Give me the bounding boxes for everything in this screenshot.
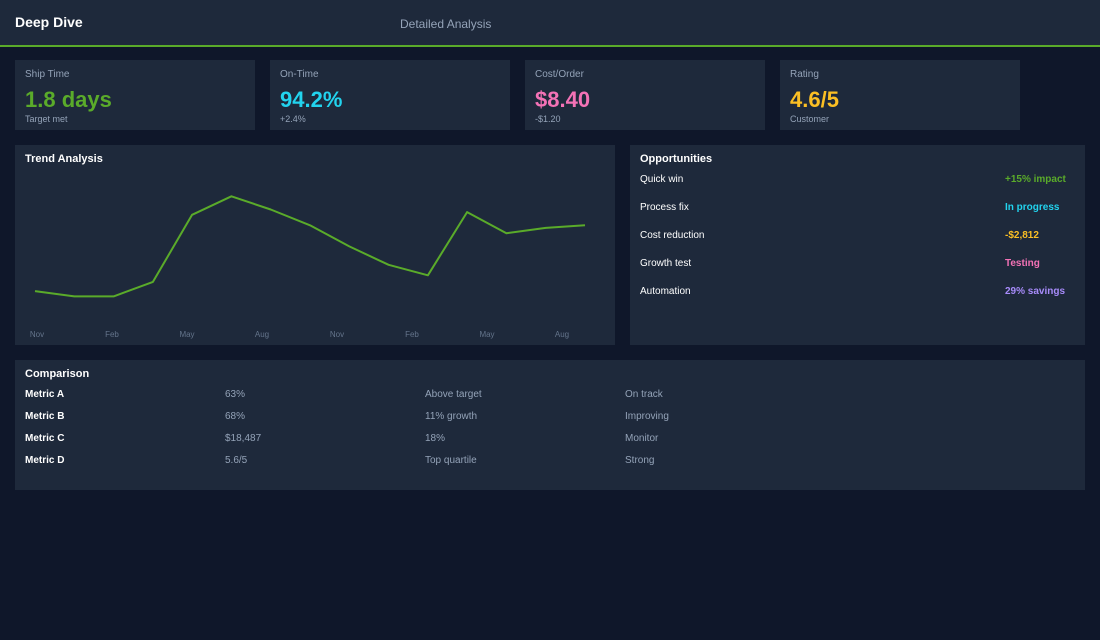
- trend-panel: Nov Feb May Aug Nov Feb May Aug Trend Analysis: [15, 145, 615, 345]
- opportunity-row: Automation 29% savings: [640, 286, 1075, 302]
- trend-series-line: [34, 195, 586, 298]
- opportunity-label: Quick win: [640, 174, 684, 185]
- table-row: Metric A 63% Above target On track: [25, 389, 1075, 405]
- kpi-card-on-time: On-Time 94.2% +2.4%: [270, 60, 510, 130]
- x-tick-label: May: [179, 330, 194, 339]
- kpi-label: Ship Time: [25, 69, 70, 80]
- metric-name: Metric C: [25, 433, 65, 444]
- metric-status: On track: [625, 389, 663, 400]
- metric-comparison: 18%: [425, 433, 446, 444]
- metric-comparison: Top quartile: [425, 455, 477, 466]
- app-title: Deep Dive: [15, 14, 83, 30]
- metric-comparison: Above target: [425, 389, 482, 400]
- kpi-subtext: Target met: [25, 114, 68, 124]
- x-tick-label: Aug: [255, 330, 269, 339]
- trend-chart: Nov Feb May Aug Nov Feb May Aug: [30, 195, 586, 339]
- kpi-subtext: -$1.20: [535, 114, 561, 124]
- opportunity-row: Growth test Testing: [640, 258, 1075, 274]
- kpi-value: $8.40: [535, 87, 591, 112]
- top-bar: Deep Dive Detailed Analysis: [0, 0, 1100, 47]
- opportunity-label: Growth test: [640, 258, 692, 269]
- x-tick-label: Nov: [30, 330, 44, 339]
- kpi-label: Rating: [790, 69, 819, 80]
- kpi-card-rating: Rating 4.6/5 Customer: [780, 60, 1020, 130]
- metric-name: Metric A: [25, 389, 65, 400]
- opportunity-value: -$2,812: [1005, 230, 1039, 241]
- opportunity-label: Cost reduction: [640, 230, 705, 241]
- trend-title: Trend Analysis: [25, 153, 103, 165]
- x-tick-label: May: [479, 330, 494, 339]
- opportunities-panel: Opportunities Quick win +15% impact Proc…: [630, 145, 1085, 345]
- kpi-subtext: Customer: [790, 114, 830, 124]
- metric-value: 63%: [225, 389, 246, 400]
- opportunity-row: Process fix In progress: [640, 202, 1075, 218]
- table-row: Metric C $18,487 18% Monitor: [25, 433, 1075, 449]
- comparison-panel: Comparison Metric A 63% Above target On …: [15, 360, 1085, 490]
- metric-value: 5.6/5: [225, 455, 248, 466]
- kpi-card-cost-order: Cost/Order $8.40 -$1.20: [525, 60, 765, 130]
- kpi-label: Cost/Order: [535, 69, 584, 80]
- metric-name: Metric B: [25, 411, 65, 422]
- kpi-label: On-Time: [280, 69, 319, 80]
- opportunity-value: In progress: [1005, 202, 1060, 213]
- kpi-value: 4.6/5: [790, 87, 839, 112]
- table-row: Metric D 5.6/5 Top quartile Strong: [25, 455, 1075, 471]
- opportunity-value: Testing: [1005, 258, 1040, 269]
- kpi-value: 1.8 days: [25, 87, 112, 112]
- kpi-card-ship-time: Ship Time 1.8 days Target met: [15, 60, 255, 130]
- metric-value: 68%: [225, 411, 246, 422]
- metric-status: Strong: [625, 455, 655, 466]
- table-row: Metric B 68% 11% growth Improving: [25, 411, 1075, 427]
- metric-status: Improving: [625, 411, 669, 422]
- opportunity-row: Quick win +15% impact: [640, 174, 1075, 190]
- x-tick-label: Feb: [105, 330, 119, 339]
- opportunity-value: 29% savings: [1005, 286, 1066, 297]
- opportunity-label: Automation: [640, 286, 691, 297]
- kpi-subtext: +2.4%: [280, 114, 306, 124]
- opportunity-row: Cost reduction -$2,812: [640, 230, 1075, 246]
- metric-status: Monitor: [625, 433, 659, 444]
- x-tick-label: Aug: [555, 330, 569, 339]
- comparison-title: Comparison: [25, 368, 90, 380]
- page-subtitle: Detailed Analysis: [400, 17, 492, 31]
- kpi-value: 94.2%: [280, 87, 343, 112]
- opportunities-title: Opportunities: [640, 153, 713, 165]
- metric-value: $18,487: [225, 433, 262, 444]
- opportunity-label: Process fix: [640, 202, 689, 213]
- opportunity-value: +15% impact: [1005, 174, 1066, 185]
- metric-comparison: 11% growth: [425, 411, 478, 422]
- metric-name: Metric D: [25, 455, 65, 466]
- x-tick-label: Nov: [330, 330, 344, 339]
- x-tick-label: Feb: [405, 330, 419, 339]
